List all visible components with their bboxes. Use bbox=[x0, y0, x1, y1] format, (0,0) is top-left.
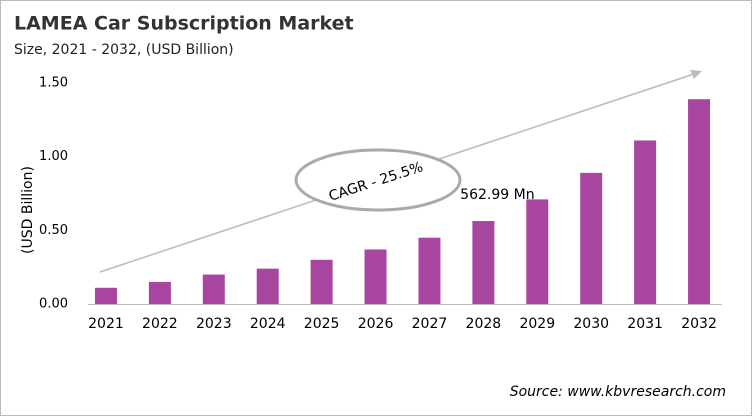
bar bbox=[148, 281, 171, 304]
bar bbox=[94, 287, 117, 304]
x-tick-label: 2025 bbox=[304, 316, 340, 332]
y-tick-label: 0.00 bbox=[39, 297, 68, 312]
chart-title: LAMEA Car Subscription Market bbox=[14, 13, 354, 35]
bar bbox=[310, 259, 333, 304]
bar bbox=[202, 274, 225, 304]
x-tick-label: 2024 bbox=[250, 316, 286, 332]
x-tick-label: 2030 bbox=[573, 316, 609, 332]
x-tick-label: 2023 bbox=[196, 316, 232, 332]
x-tick-label: 2026 bbox=[358, 316, 394, 332]
x-tick-label: 2029 bbox=[519, 316, 555, 332]
bar bbox=[634, 140, 657, 304]
x-tick-label: 2032 bbox=[681, 316, 717, 332]
y-tick-label: 1.50 bbox=[39, 76, 68, 91]
y-axis-label: (USD Billion) bbox=[20, 166, 36, 254]
value-label: 562.99 Mn bbox=[460, 187, 534, 203]
chart-subtitle: Size, 2021 - 2032, (USD Billion) bbox=[14, 42, 234, 58]
bar bbox=[364, 249, 387, 304]
bar bbox=[688, 99, 711, 304]
bar bbox=[580, 172, 603, 304]
y-tick-label: 1.00 bbox=[39, 149, 68, 164]
source: Source: www.kbvresearch.com bbox=[510, 384, 726, 400]
bar bbox=[472, 221, 495, 304]
x-tick-label: 2021 bbox=[88, 316, 124, 332]
x-tick-label: 2028 bbox=[466, 316, 502, 332]
arrow-head bbox=[690, 70, 702, 79]
x-tick-label: 2027 bbox=[412, 316, 448, 332]
x-tick-label: 2031 bbox=[627, 316, 663, 332]
bar bbox=[418, 237, 441, 304]
cagr-ellipse bbox=[294, 148, 462, 212]
bar bbox=[256, 268, 279, 304]
bar bbox=[526, 199, 549, 304]
y-tick-label: 0.50 bbox=[39, 223, 68, 238]
x-tick-label: 2022 bbox=[142, 316, 178, 332]
